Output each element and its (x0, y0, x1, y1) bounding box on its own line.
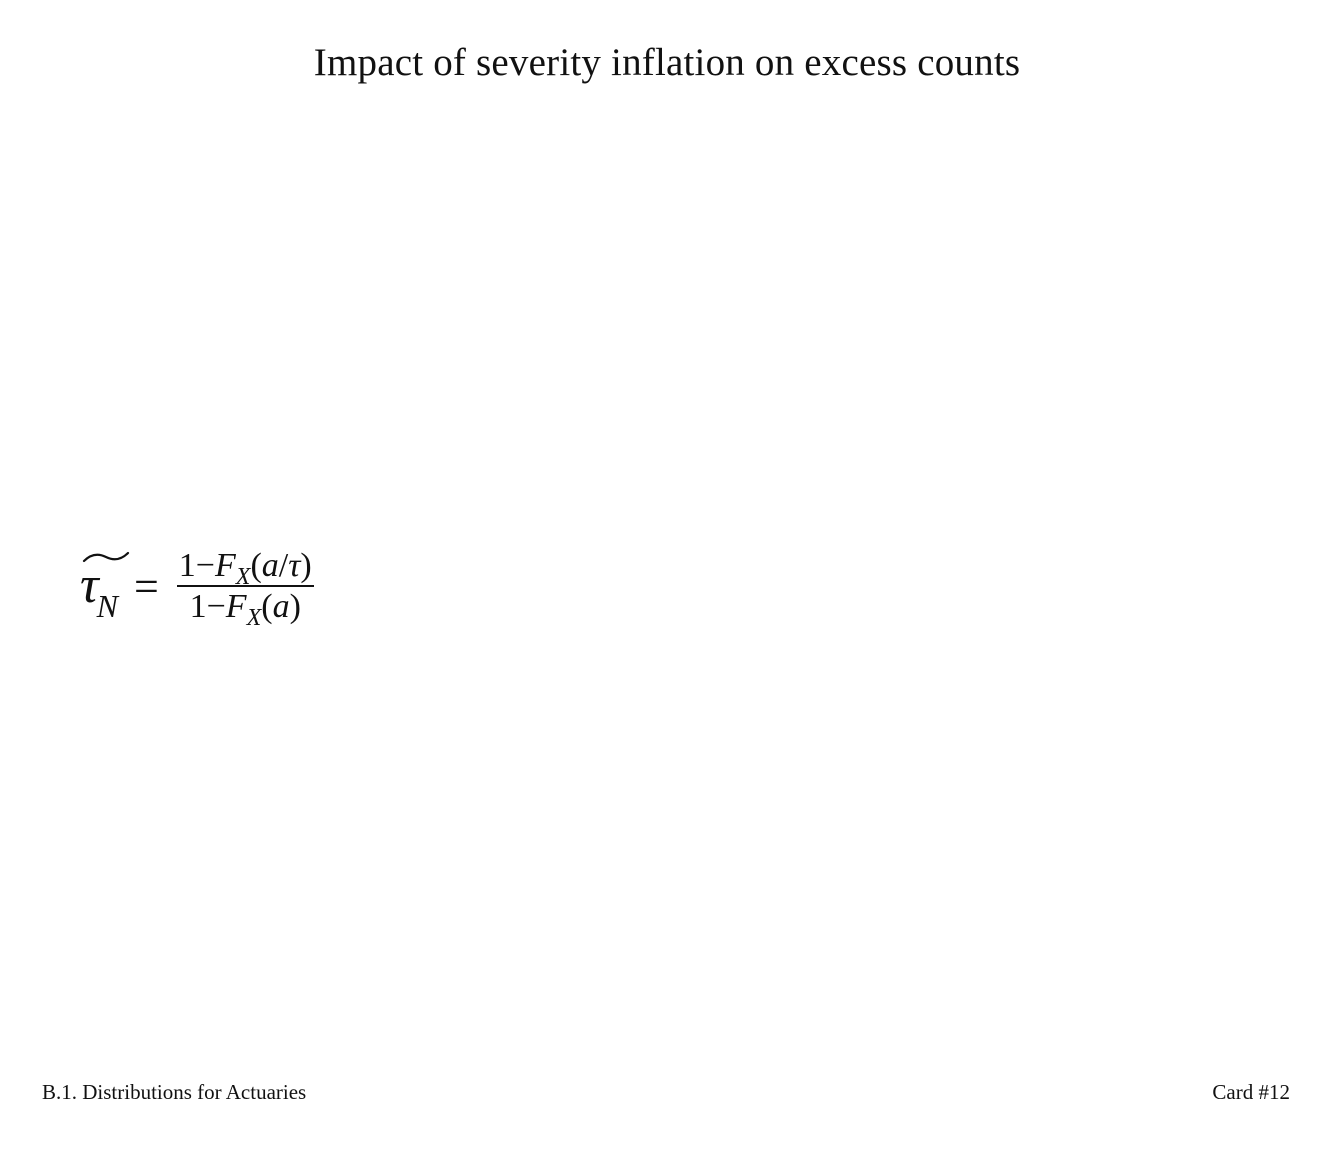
num-minus: − (195, 547, 215, 584)
num-arg-a: a (261, 547, 279, 584)
tau-symbol: τ (80, 557, 99, 615)
equals-sign: = (133, 561, 159, 611)
fraction-bar (176, 584, 314, 587)
fraction: 1−FX(a/τ) 1−FX(a) (176, 547, 314, 630)
num-arg-tau: τ (288, 547, 301, 584)
num-one: 1 (178, 547, 196, 584)
numerator: 1−FX(a/τ) (177, 547, 314, 590)
lhs-subscript: N (96, 588, 118, 625)
den-F: F (225, 587, 247, 625)
num-slash: / (278, 547, 289, 584)
den-minus: − (206, 587, 226, 625)
den-one: 1 (189, 587, 207, 625)
den-open-paren: ( (261, 587, 273, 625)
card-title: Impact of severity inflation on excess c… (313, 41, 1021, 84)
num-F-subscript: X (235, 564, 251, 590)
den-close-paren: ) (289, 587, 301, 625)
num-open-paren: ( (250, 547, 262, 584)
footer-section-label: B.1. Distributions for Actuaries (42, 1080, 307, 1104)
den-arg-a: a (272, 587, 290, 625)
num-close-paren: ) (300, 547, 312, 584)
num-F: F (214, 547, 236, 584)
denominator: 1−FX(a) (188, 587, 303, 630)
den-F-subscript: X (246, 604, 262, 631)
tilde-accent (82, 552, 130, 563)
footer-card-number: Card #12 (1212, 1080, 1290, 1104)
